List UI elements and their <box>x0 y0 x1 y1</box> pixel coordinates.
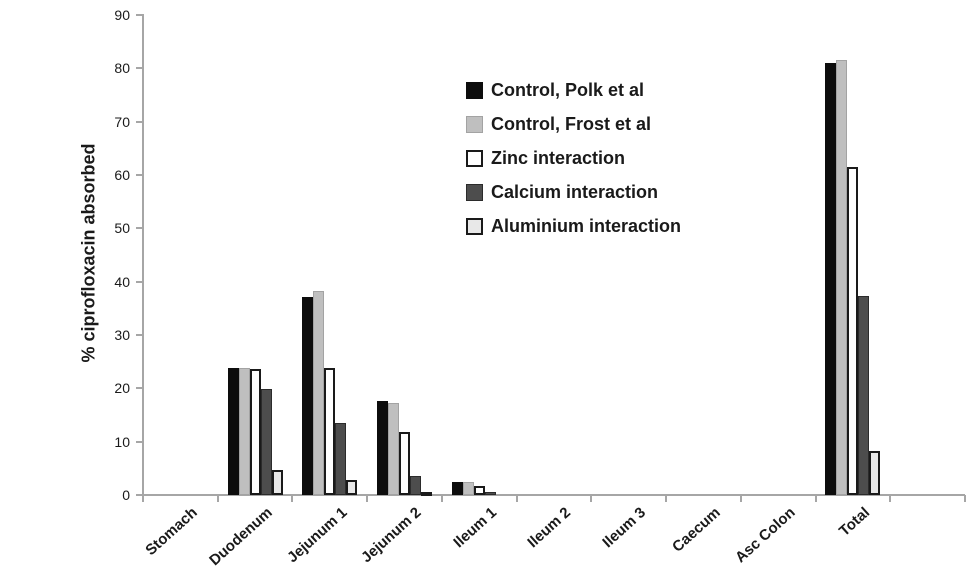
legend-label-zinc-interaction: Zinc interaction <box>491 147 626 168</box>
y-tick-label: 40 <box>114 273 130 290</box>
legend-swatch-control-polk-et-al <box>466 81 483 99</box>
bar-aluminium-interaction-jejunum-1 <box>346 479 358 495</box>
legend: Control, Polk et al Control, Frost et al Z… <box>466 78 681 248</box>
bar-calcium-interaction-jejunum-1 <box>335 423 347 495</box>
legend-label-aluminium-interaction: Aluminium interaction <box>491 215 682 236</box>
y-axis-tick <box>136 334 143 336</box>
y-axis-tick <box>136 440 143 443</box>
bar-control-frost-et-al-jejunum-2 <box>388 403 400 495</box>
x-axis-tick <box>814 495 817 502</box>
x-tick-label-ileum-1: Ileum 1 <box>449 504 500 552</box>
bar-aluminium-interaction-duodenum <box>271 469 283 495</box>
legend-label-control-polk-et-al: Control, Polk et al <box>491 79 645 100</box>
x-tick-label-ileum-3: Ileum 3 <box>599 504 650 552</box>
bar-zinc-interaction-duodenum <box>249 368 261 495</box>
legend-item-zinc-interaction: Zinc interaction <box>466 146 681 170</box>
y-tick-label: 50 <box>114 220 130 237</box>
y-tick-label: 70 <box>114 113 130 130</box>
legend-swatch-zinc-interaction <box>466 149 483 167</box>
bar-calcium-interaction-duodenum <box>260 389 272 495</box>
bar-control-polk-et-al-duodenum <box>227 368 239 495</box>
y-axis-tick <box>136 227 143 230</box>
x-tick-label-stomach: Stomach <box>142 504 201 560</box>
x-axis-tick <box>515 495 518 502</box>
legend-item-control-frost-et-al: Control, Frost et al <box>466 112 681 136</box>
legend-item-aluminium-interaction: Aluminium interaction <box>466 214 681 238</box>
bar-control-polk-et-al-jejunum-2 <box>377 401 389 495</box>
x-axis-tick <box>291 495 294 502</box>
bar-zinc-interaction-ileum-1 <box>473 485 485 495</box>
y-tick-label: 60 <box>114 167 130 183</box>
x-tick-label-caecum: Caecum <box>669 504 724 556</box>
x-axis-tick <box>440 495 443 502</box>
legend-label-control-frost-et-al: Control, Frost et al <box>491 113 652 134</box>
y-axis-tick <box>136 494 143 496</box>
y-axis-tick <box>136 387 143 390</box>
x-tick-label-ileum-2: Ileum 2 <box>524 504 575 552</box>
x-tick-label-asc-colon: Asc Colon <box>732 504 799 567</box>
x-axis-tick <box>889 495 892 502</box>
legend-item-calcium-interaction: Calcium interaction <box>466 180 681 204</box>
y-tick-label: 10 <box>114 433 130 450</box>
legend-swatch-control-frost-et-al <box>466 115 483 133</box>
y-tick-label: 0 <box>122 487 130 503</box>
x-axis-tick <box>590 495 593 502</box>
bar-control-frost-et-al-duodenum <box>238 368 250 495</box>
x-tick-label-jejunum-2: Jejunum 2 <box>358 504 425 567</box>
legend-swatch-aluminium-interaction <box>466 217 483 235</box>
bar-control-frost-et-al-total <box>836 60 848 495</box>
bar-control-polk-et-al-jejunum-1 <box>302 296 314 495</box>
y-axis-tick <box>136 67 143 70</box>
y-tick-label: 20 <box>114 380 130 397</box>
x-tick-label-jejunum-1: Jejunum 1 <box>283 504 351 567</box>
x-axis-tick <box>739 495 742 502</box>
x-axis-tick <box>142 495 144 502</box>
bar-control-frost-et-al-jejunum-1 <box>313 290 325 495</box>
bar-calcium-interaction-jejunum-2 <box>410 475 422 495</box>
bar-calcium-interaction-ileum-1 <box>484 491 496 495</box>
y-axis-tick <box>136 14 143 16</box>
bar-zinc-interaction-jejunum-2 <box>399 431 411 495</box>
y-axis-tick <box>136 174 143 176</box>
bar-aluminium-interaction-total <box>869 450 881 495</box>
y-axis-tick <box>136 280 143 283</box>
bar-zinc-interaction-jejunum-1 <box>324 367 336 495</box>
x-axis-tick <box>665 495 668 502</box>
bar-calcium-interaction-total <box>858 296 870 495</box>
x-tick-label-duodenum: Duodenum <box>205 504 276 570</box>
bar-control-polk-et-al-total <box>825 63 837 495</box>
legend-label-calcium-interaction: Calcium interaction <box>491 181 659 202</box>
x-tick-label-total: Total <box>836 504 874 540</box>
x-axis-tick <box>216 495 219 502</box>
bar-aluminium-interaction-jejunum-2 <box>421 491 433 496</box>
x-axis-tick <box>366 495 369 502</box>
y-tick-label: 30 <box>114 327 130 343</box>
bar-control-polk-et-al-ileum-1 <box>451 482 463 495</box>
y-tick-label: 80 <box>114 60 130 77</box>
legend-item-control-polk-et-al: Control, Polk et al <box>466 78 681 102</box>
y-axis-line <box>142 14 144 496</box>
x-axis-tick <box>964 495 966 502</box>
y-axis-tick <box>136 120 143 123</box>
x-axis-line <box>142 494 965 496</box>
legend-swatch-calcium-interaction <box>466 183 483 201</box>
y-tick-label: 90 <box>114 7 130 23</box>
bar-control-frost-et-al-ileum-1 <box>462 481 474 495</box>
bar-zinc-interaction-total <box>847 167 859 495</box>
